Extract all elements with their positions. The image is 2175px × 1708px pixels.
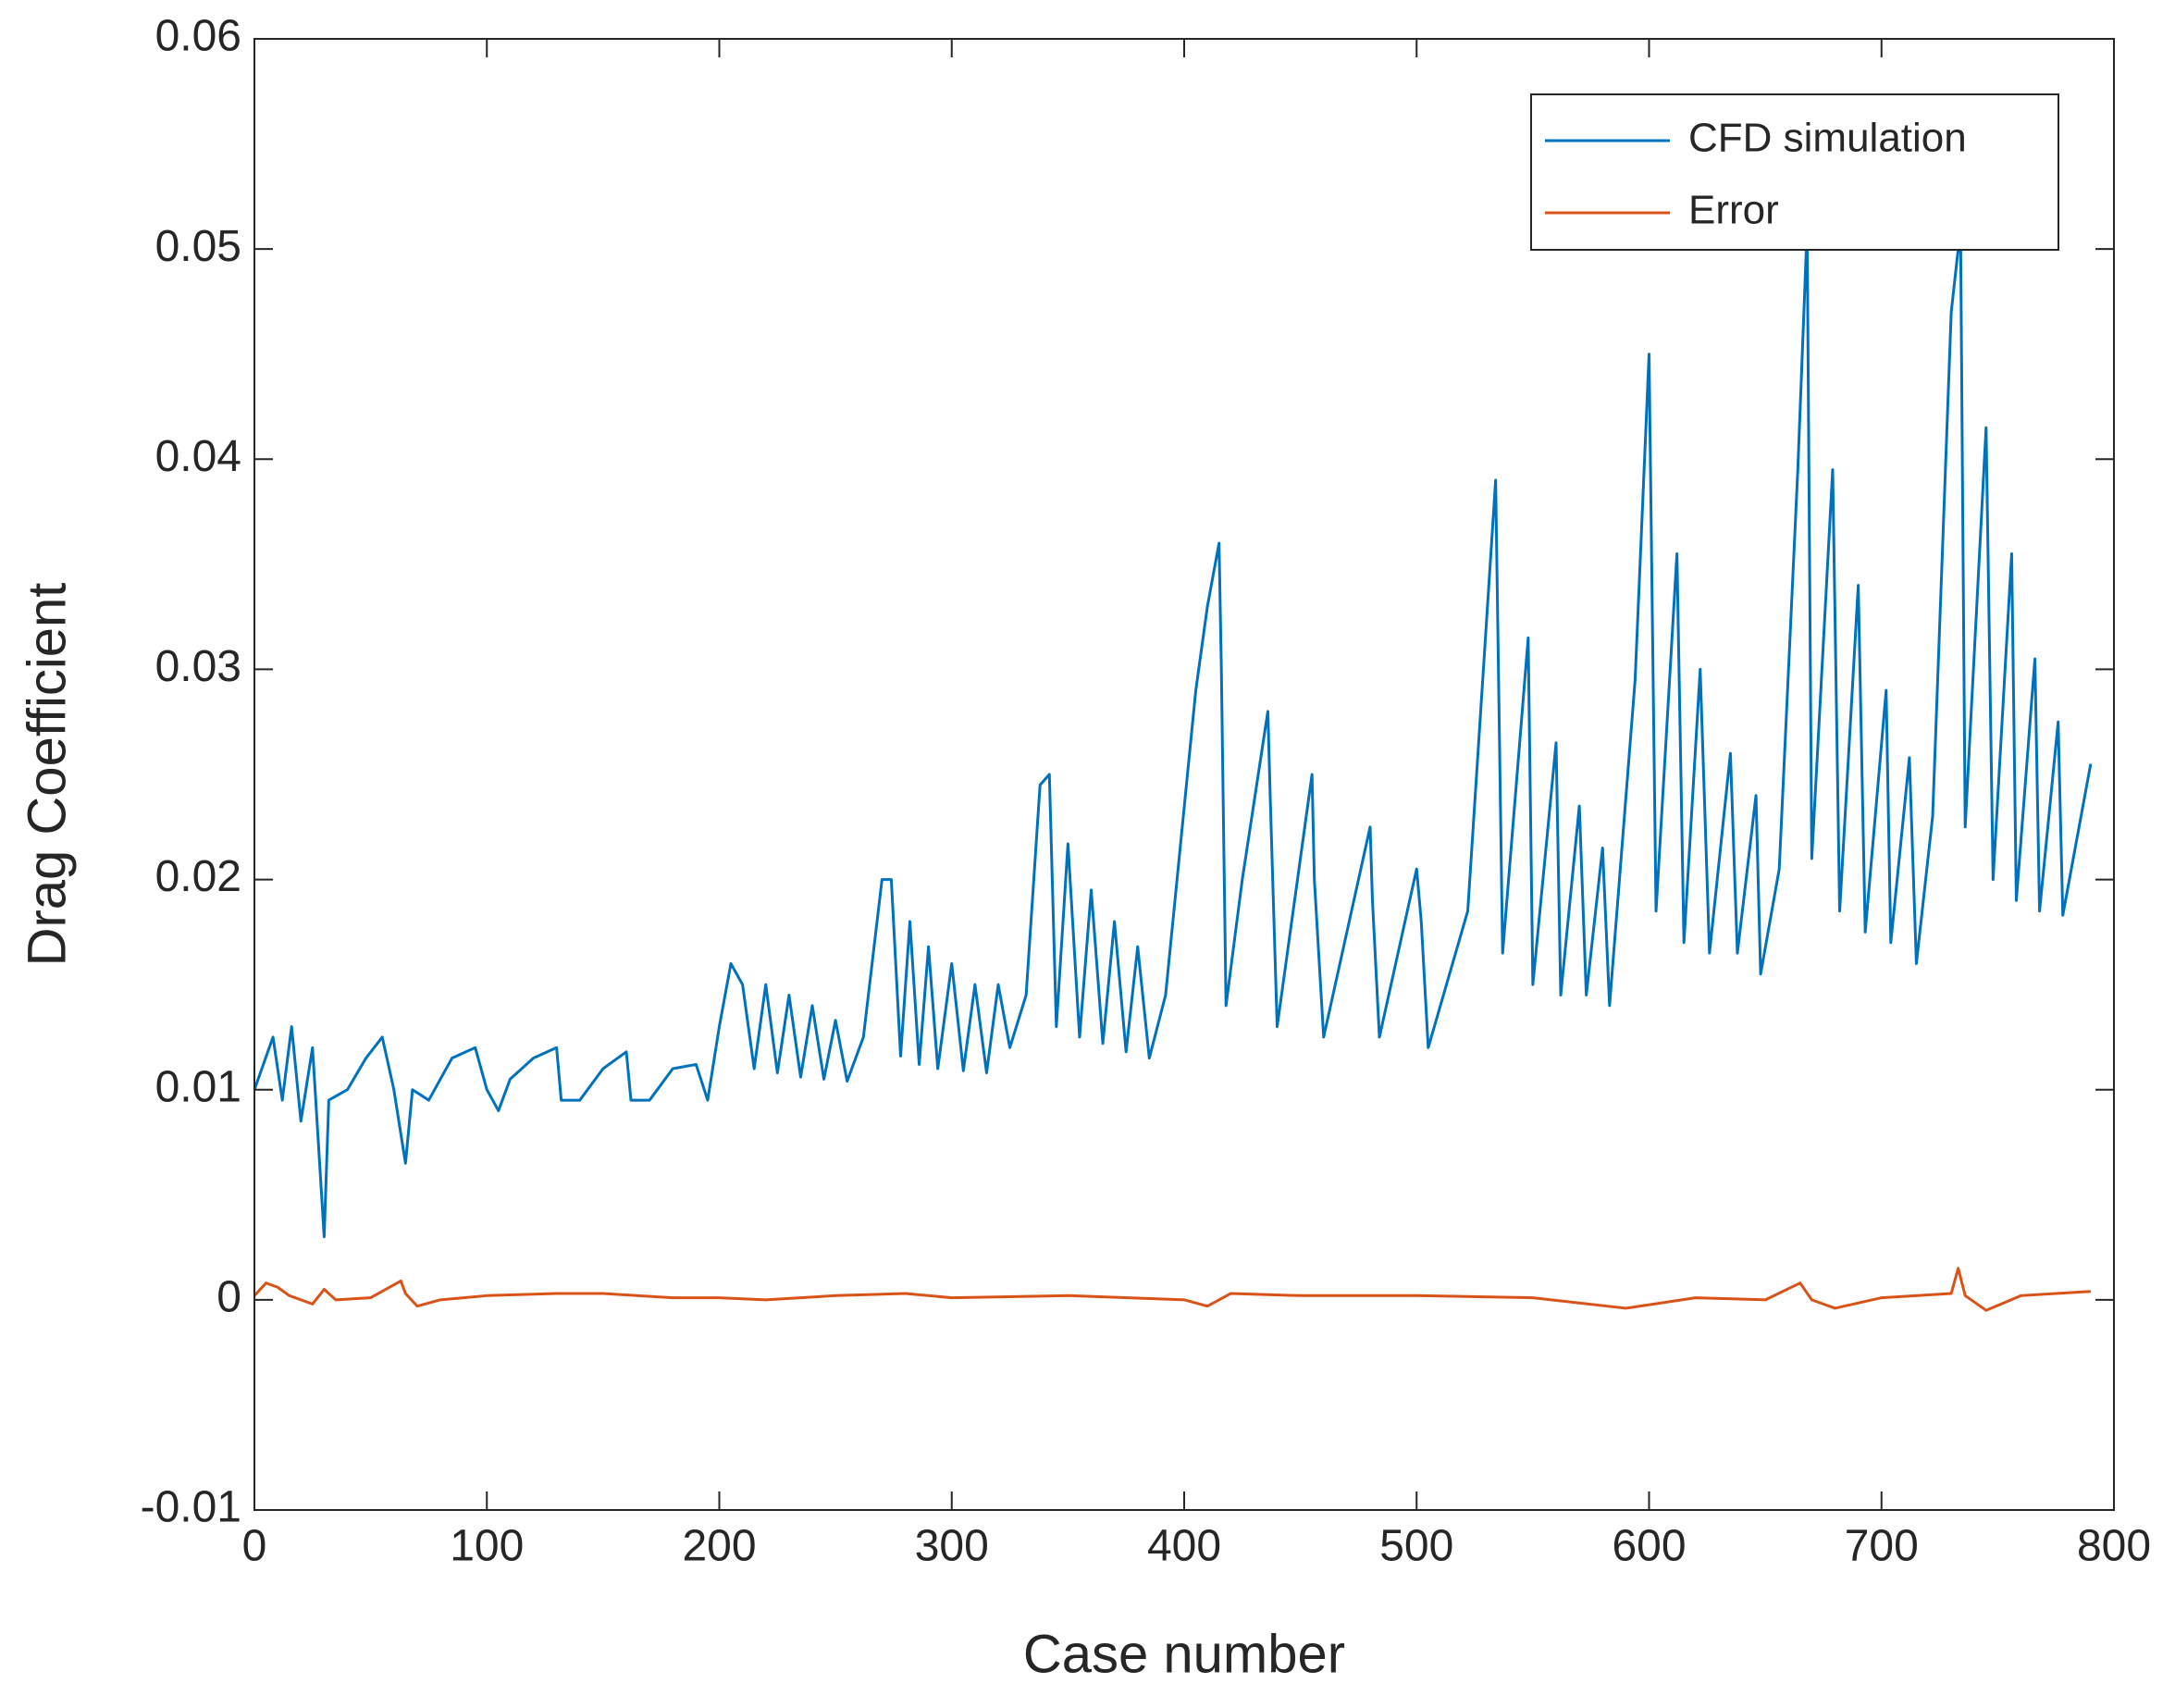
x-tick-label: 700 bbox=[1845, 1522, 1919, 1571]
line-series bbox=[253, 226, 2093, 1239]
y-tick-label: -0.01 bbox=[141, 1483, 241, 1532]
x-tick-label: 0 bbox=[242, 1522, 267, 1571]
y-tick-label: 0.01 bbox=[155, 1062, 241, 1111]
x-tick-label: 600 bbox=[1612, 1522, 1686, 1571]
y-tick-label: 0.05 bbox=[155, 222, 241, 271]
y-axis-label: Drag Coefficient bbox=[17, 583, 77, 967]
legend-label: CFD simulation bbox=[1688, 116, 1967, 161]
y-tick-label: 0.03 bbox=[155, 642, 241, 691]
plot-frame bbox=[253, 38, 2115, 1511]
x-tick-label: 100 bbox=[450, 1522, 524, 1571]
x-tick-label: 500 bbox=[1379, 1522, 1453, 1571]
y-tick-label: 0 bbox=[216, 1273, 241, 1322]
x-tick-label: 300 bbox=[915, 1522, 989, 1571]
x-tick-label: 400 bbox=[1147, 1522, 1221, 1571]
x-tick-label: 200 bbox=[682, 1522, 756, 1571]
y-tick-label: 0.06 bbox=[155, 12, 241, 61]
line-series bbox=[253, 1267, 2091, 1312]
x-tick-label: 800 bbox=[2077, 1522, 2151, 1571]
legend: CFD simulation Error bbox=[1530, 93, 2059, 251]
y-tick-label: 0.02 bbox=[155, 852, 241, 901]
x-axis-label: Case number bbox=[1023, 1624, 1345, 1684]
y-tick-label: 0.04 bbox=[155, 432, 241, 481]
legend-box bbox=[1530, 93, 2059, 251]
legend-label: Error bbox=[1688, 188, 1779, 233]
